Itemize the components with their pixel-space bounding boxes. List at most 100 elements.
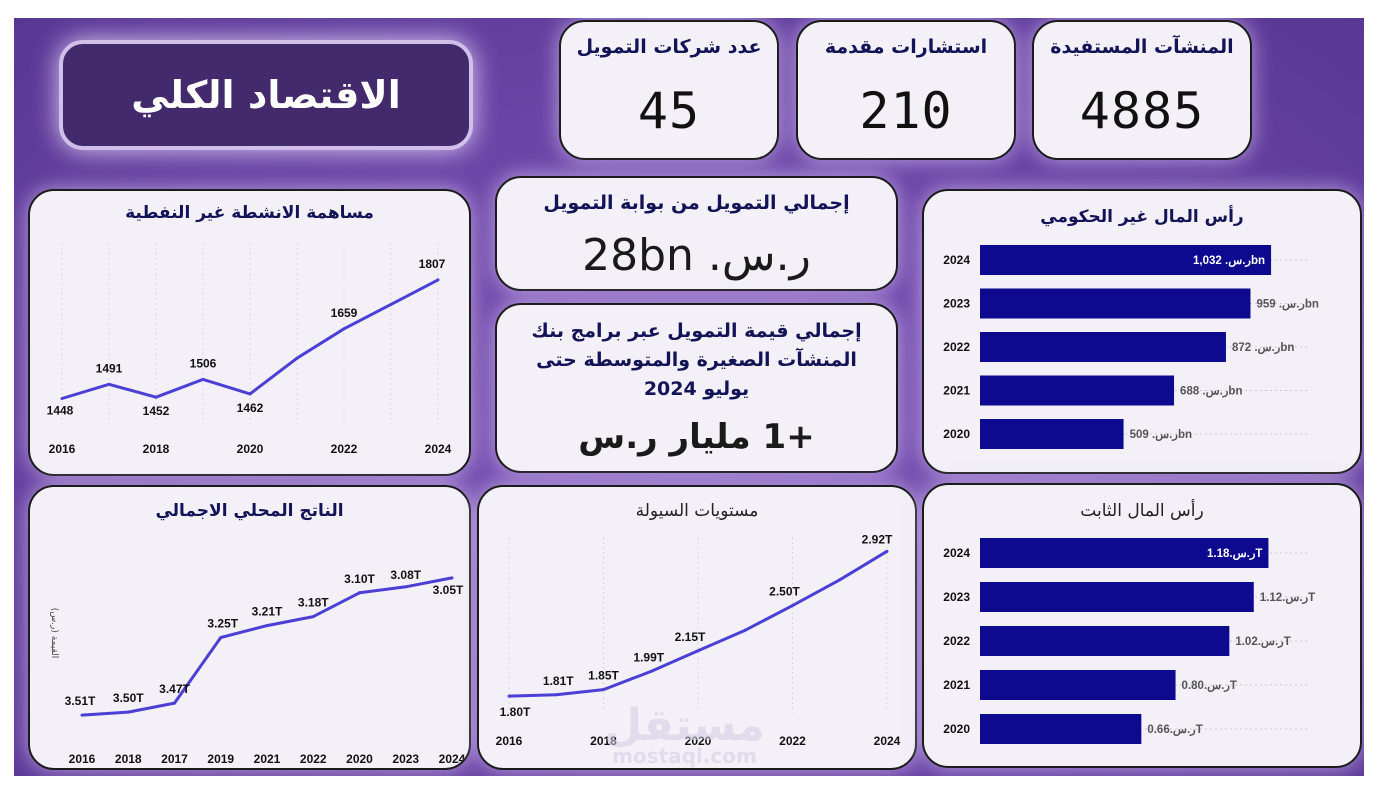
non-oil-point	[436, 278, 440, 282]
gdp-chart-card: الناتج المحلي الاجمالي 3.51T 3.50T 3.47T 3.…	[28, 485, 471, 770]
funding-portal-value: ر.س. 28bn	[582, 230, 811, 281]
gdp-point	[404, 585, 408, 589]
non-oil-chart-title: مساهمة الانشطة غير النفطية	[125, 203, 374, 223]
sme-funding-value: +1 مليار ر.س	[578, 417, 815, 457]
liquidity-point	[649, 670, 653, 674]
gov-capital-category-label: 2021	[943, 384, 970, 398]
gov-capital-category-label: 2023	[943, 297, 970, 311]
liquidity-chart: 1.80T 1.81T 1.85T 1.99T 2.15T 2.50T 2.92T 2016 2…	[496, 532, 901, 748]
fixed-capital-value-label: ر.س.0.66T	[1147, 724, 1202, 737]
non-oil-data-label: 1491	[96, 361, 123, 375]
fixed-capital-chart-title: رأس المال الثابت	[1080, 501, 1204, 521]
liquidity-data-label: 1.80T	[500, 705, 531, 719]
non-oil-data-label: 1448	[47, 404, 74, 418]
non-oil-tick-label: 2018	[143, 442, 170, 456]
non-oil-data-label: 1659	[331, 306, 358, 320]
kpi-beneficiaries-card: المنشآت المستفيدة 4885	[1032, 20, 1252, 160]
funding-portal-label: إجمالي التمويل من بوابة التمويل	[543, 192, 850, 214]
gdp-point	[265, 624, 269, 628]
fixed-capital-chart: 2024 ر.س.1.18T 2023 ر.س.1.12T 2022 ر.س.1.02T 2…	[943, 538, 1315, 744]
non-oil-point	[201, 377, 205, 381]
non-oil-chart-card: مساهمة الانشطة غير النفطية 1448 1491 1452 1…	[28, 189, 471, 476]
gdp-point	[311, 615, 315, 619]
kpi-beneficiaries-value: 4885	[1079, 82, 1205, 140]
liquidity-data-label: 1.85T	[588, 669, 619, 683]
gdp-tick-label: 2023	[392, 752, 419, 766]
non-oil-point	[389, 302, 393, 306]
gov-capital-bar	[980, 288, 1251, 319]
gov-capital-chart: 2024 ر.س. 1,032bn 2023 ر.س. 959bn 2022 ر.س. 8…	[943, 245, 1319, 449]
gdp-tick-label: 2021	[254, 752, 281, 766]
fixed-capital-value-label: ر.س.1.02T	[1235, 636, 1290, 649]
gov-capital-bar	[980, 245, 1272, 275]
dashboard-title: الاقتصاد الكلي	[131, 73, 401, 117]
non-oil-point	[248, 392, 252, 396]
fixed-capital-category-label: 2022	[943, 634, 970, 648]
liquidity-tick-label: 2024	[874, 734, 901, 748]
kpi-consultations-value: 210	[859, 82, 953, 140]
liquidity-point	[554, 693, 558, 697]
non-oil-data-label: 1452	[143, 404, 170, 418]
non-oil-point	[107, 382, 111, 386]
funding-portal-card: إجمالي التمويل من بوابة التمويل ر.س. 28b…	[495, 176, 898, 291]
gdp-chart: 3.51T 3.50T 3.47T 3.25T 3.21T 3.18T 3.10T 3.08T…	[49, 568, 466, 766]
sme-funding-label: إجمالي قيمة التمويل عبر برامج بنك المنشآ…	[531, 320, 862, 400]
liquidity-tick-label: 2016	[496, 734, 523, 748]
non-oil-tick-label: 2022	[331, 442, 358, 456]
kpi-consultations-card: استشارات مقدمة 210	[796, 20, 1016, 160]
gdp-point	[173, 701, 176, 705]
gdp-tick-label: 2017	[161, 752, 188, 766]
non-oil-chart: 1448 1491 1452 1506 1462 1659 1807 2016 2018 2020…	[47, 243, 452, 456]
gdp-data-label: 3.25T	[207, 617, 238, 631]
gdp-tick-label: 2018	[115, 752, 142, 766]
gdp-tick-label: 2016	[69, 752, 96, 766]
non-oil-tick-label: 2024	[425, 442, 452, 456]
kpi-consultations-label: استشارات مقدمة	[824, 36, 988, 58]
watermark: مستقل mostaql.com	[604, 704, 765, 767]
liquidity-data-label: 2.15T	[675, 630, 706, 644]
dashboard-canvas: الاقتصاد الكلي عدد شركات التمويل 45 استش…	[14, 18, 1364, 776]
gov-capital-value-label: ر.س. 509bn	[1130, 429, 1192, 442]
gov-capital-bar	[980, 419, 1124, 449]
gov-capital-category-label: 2020	[943, 427, 970, 441]
liquidity-point	[696, 649, 700, 653]
gdp-data-label: 3.08T	[390, 568, 421, 582]
liquidity-chart-title: مستويات السيولة	[635, 501, 759, 521]
fixed-capital-bar	[980, 670, 1176, 700]
fixed-capital-value-label: ر.س.0.80T	[1182, 680, 1237, 693]
sme-funding-card: إجمالي قيمة التمويل عبر برامج بنك المنشآ…	[495, 303, 898, 473]
liquidity-point	[507, 694, 511, 698]
gdp-chart-title: الناتج المحلي الاجمالي	[155, 501, 344, 521]
liquidity-data-label: 1.81T	[543, 674, 574, 688]
liquidity-point	[885, 549, 889, 553]
gdp-y-axis-label: القيمة (ر.س)	[49, 608, 59, 659]
liquidity-tick-label: 2022	[779, 734, 806, 748]
kpi-beneficiaries-label: المنشآت المستفيدة	[1050, 36, 1234, 58]
gdp-tick-label: 2020	[346, 752, 373, 766]
gdp-data-label: 3.51T	[65, 694, 96, 708]
gov-capital-chart-card: رأس المال غير الحكومي 2024 ر.س. 1,032bn 20…	[922, 189, 1362, 474]
fixed-capital-bar	[980, 582, 1254, 612]
gov-capital-category-label: 2022	[943, 340, 970, 354]
liquidity-point	[838, 578, 842, 582]
liquidity-data-label: 1.99T	[633, 651, 664, 665]
dashboard-title-card: الاقتصاد الكلي	[59, 40, 473, 150]
gov-capital-bar	[980, 375, 1175, 406]
gov-capital-category-label: 2024	[943, 253, 970, 267]
fixed-capital-category-label: 2024	[943, 546, 970, 560]
gdp-point	[450, 576, 454, 580]
fixed-capital-bar	[980, 626, 1230, 656]
fixed-capital-value-label: ر.س.1.12T	[1260, 592, 1315, 605]
fixed-capital-bar	[980, 714, 1142, 744]
liquidity-data-label: 2.92T	[862, 532, 893, 546]
gdp-point	[358, 591, 361, 595]
gdp-tick-label: 2022	[300, 752, 327, 766]
liquidity-chart-card: مستويات السيولة 1.80T 1.81T 1.85T 1.99T 2.15…	[477, 485, 917, 770]
non-oil-point	[154, 395, 158, 399]
gdp-data-label: 3.05T	[433, 583, 464, 597]
kpi-funding-companies-card: عدد شركات التمويل 45	[559, 20, 779, 160]
gov-capital-bar	[980, 332, 1226, 362]
kpi-funding-companies-value: 45	[637, 82, 701, 140]
gdp-point	[219, 636, 223, 640]
liquidity-point	[791, 604, 794, 608]
